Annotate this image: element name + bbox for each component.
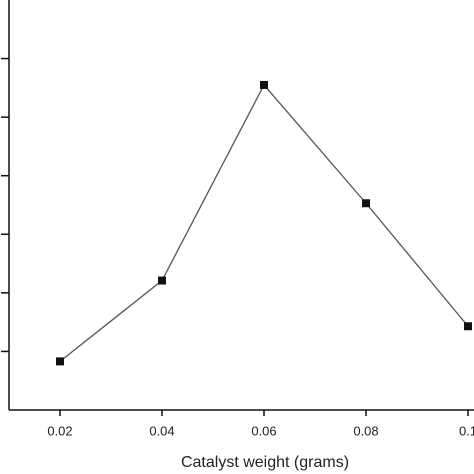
x-tick-label: 0.08 bbox=[353, 423, 378, 438]
x-tick-label: 0.06 bbox=[251, 423, 276, 438]
marker bbox=[362, 199, 370, 208]
line bbox=[59, 83, 469, 362]
x-tick-label: 0.04 bbox=[149, 423, 174, 438]
marker bbox=[260, 80, 268, 89]
marker bbox=[158, 276, 166, 285]
x-axis-label: Catalyst weight (grams) bbox=[181, 454, 349, 471]
x-tick-label: 0.1 bbox=[459, 423, 474, 438]
x-tick-label: 0.02 bbox=[47, 423, 72, 438]
marker bbox=[464, 322, 472, 331]
marker bbox=[56, 357, 64, 366]
